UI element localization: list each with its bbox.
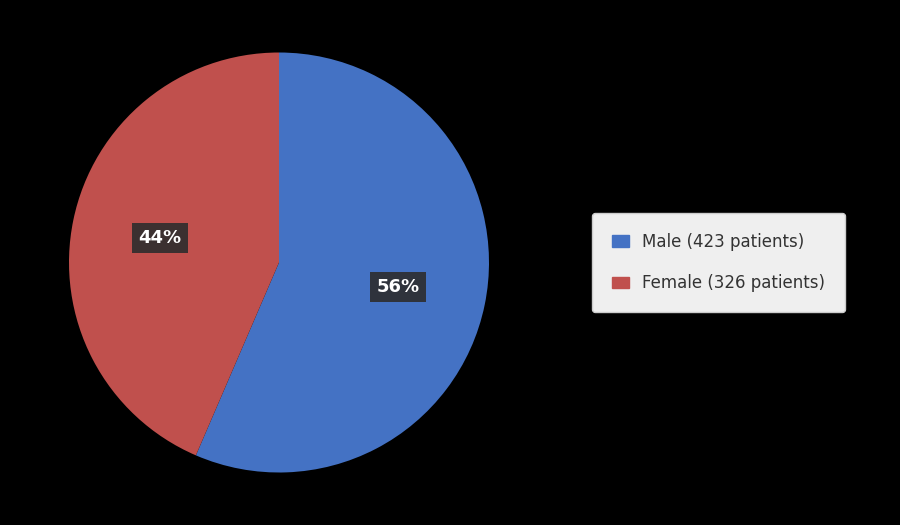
Text: 44%: 44% xyxy=(138,229,181,247)
Wedge shape xyxy=(196,52,489,472)
Text: 56%: 56% xyxy=(377,278,420,296)
Legend: Male (423 patients), Female (326 patients): Male (423 patients), Female (326 patient… xyxy=(592,213,845,312)
Wedge shape xyxy=(69,52,279,455)
